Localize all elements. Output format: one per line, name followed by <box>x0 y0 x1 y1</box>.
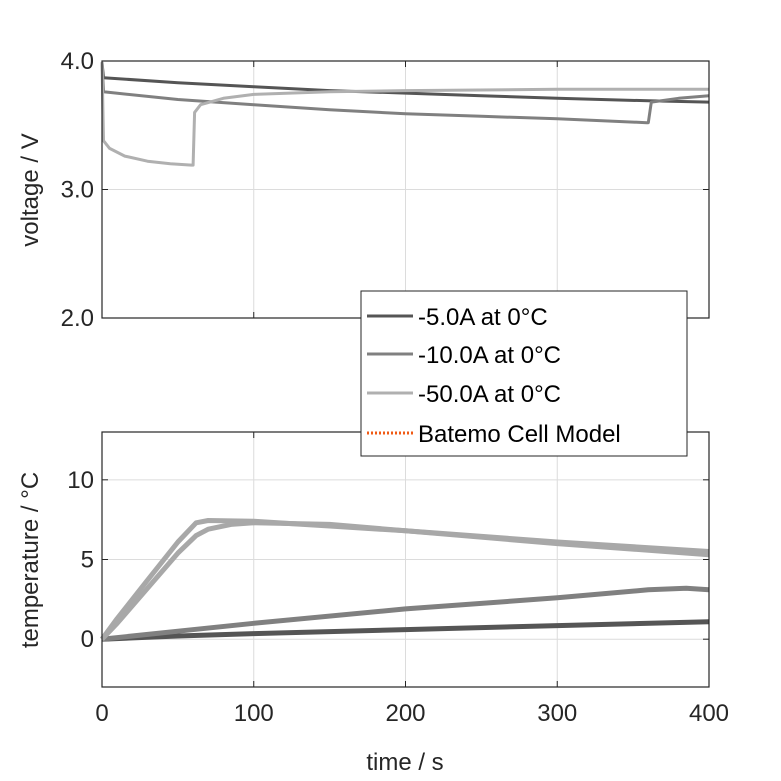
x-tick-label: 200 <box>385 700 425 727</box>
voltage-axes: 2.0 3.0 4.0 <box>61 48 710 332</box>
series-line-1-0 <box>101 619 710 642</box>
x-tick-label: 300 <box>537 700 577 727</box>
x-tick-label: 100 <box>234 700 274 727</box>
x-tick-label: 400 <box>689 700 729 727</box>
y-tick-label: 3.0 <box>61 177 94 204</box>
series-line-1-1 <box>101 585 710 642</box>
voltage-ylabel: voltage / V <box>17 133 44 246</box>
temperature-axes: 0 100 200 300 400 0 5 10 <box>67 431 729 727</box>
series-line-0-2 <box>100 62 709 167</box>
legend-label-0: -5.0A at 0°C <box>418 304 548 331</box>
x-tick-label: 0 <box>95 700 108 727</box>
y-tick-label: 5 <box>81 547 94 574</box>
series-line-0-1 <box>100 62 710 125</box>
y-tick-label: 4.0 <box>61 48 94 75</box>
legend-label-3: Batemo Cell Model <box>418 421 621 448</box>
legend: -5.0A at 0°C -10.0A at 0°C -50.0A at 0°C… <box>360 290 688 457</box>
y-tick-label: 10 <box>67 467 94 494</box>
time-xlabel: time / s <box>366 749 443 776</box>
series-line-1-3 <box>100 520 710 641</box>
y-tick-label: 2.0 <box>61 305 94 332</box>
temperature-ylabel: temperature / °C <box>17 472 44 648</box>
y-tick-label: 0 <box>81 626 94 653</box>
legend-box <box>360 290 688 457</box>
legend-label-2: -50.0A at 0°C <box>418 381 561 408</box>
legend-label-1: -10.0A at 0°C <box>418 342 561 369</box>
